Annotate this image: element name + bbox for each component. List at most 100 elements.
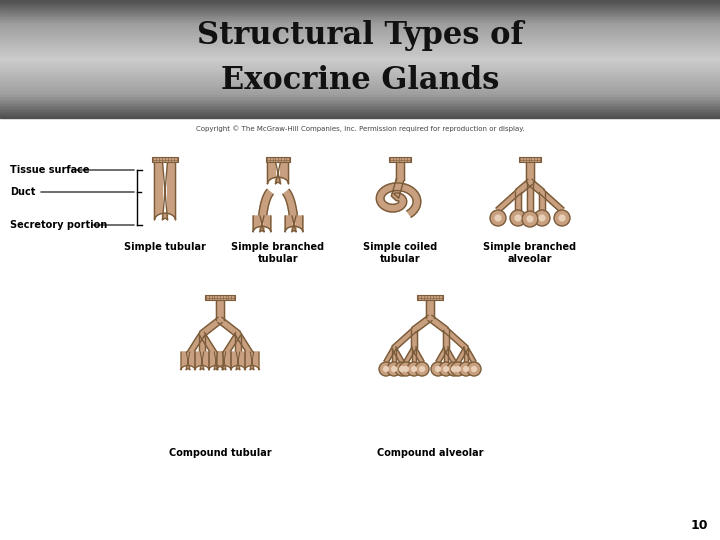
Bar — [0, 117, 720, 118]
Bar — [0, 83, 720, 84]
Circle shape — [395, 362, 409, 376]
Polygon shape — [539, 192, 545, 210]
Text: 10: 10 — [690, 519, 708, 532]
Circle shape — [463, 366, 469, 372]
Circle shape — [419, 366, 425, 372]
Polygon shape — [384, 347, 396, 363]
Polygon shape — [528, 179, 544, 194]
Bar — [519, 157, 541, 162]
Bar — [389, 157, 411, 162]
Bar — [0, 55, 720, 56]
Bar — [0, 87, 720, 89]
Polygon shape — [456, 347, 468, 363]
Bar — [0, 2, 720, 3]
Circle shape — [387, 362, 401, 376]
Bar — [0, 85, 720, 87]
Polygon shape — [195, 352, 209, 370]
Circle shape — [391, 366, 397, 372]
Polygon shape — [516, 179, 532, 194]
Text: Tissue surface: Tissue surface — [10, 165, 89, 175]
Bar — [0, 41, 720, 43]
Circle shape — [522, 211, 538, 227]
Bar — [0, 30, 720, 31]
Polygon shape — [200, 318, 222, 336]
Polygon shape — [218, 318, 240, 336]
Bar — [0, 77, 720, 78]
Polygon shape — [444, 330, 449, 348]
Polygon shape — [217, 352, 231, 370]
Bar — [0, 78, 720, 79]
Polygon shape — [444, 348, 448, 362]
Bar — [0, 47, 720, 49]
Text: Exocrine Glands: Exocrine Glands — [221, 65, 499, 96]
Polygon shape — [392, 328, 416, 350]
Bar — [0, 93, 720, 94]
Bar — [0, 10, 720, 12]
Polygon shape — [222, 333, 240, 357]
Circle shape — [455, 366, 461, 372]
Bar — [0, 16, 720, 18]
Bar — [0, 49, 720, 50]
Bar — [0, 0, 720, 2]
Bar — [0, 105, 720, 106]
Polygon shape — [426, 300, 434, 318]
Bar — [0, 53, 720, 55]
Bar — [0, 113, 720, 115]
Polygon shape — [199, 333, 218, 357]
Polygon shape — [392, 347, 404, 363]
Circle shape — [383, 366, 389, 372]
Bar — [0, 4, 720, 6]
Bar — [0, 106, 720, 107]
Circle shape — [559, 214, 566, 221]
Bar — [0, 31, 720, 32]
Circle shape — [399, 362, 413, 376]
Circle shape — [554, 210, 570, 226]
Circle shape — [490, 210, 506, 226]
Bar — [0, 107, 720, 109]
Text: Structural Types of: Structural Types of — [197, 20, 523, 51]
Circle shape — [514, 214, 521, 221]
Bar — [0, 115, 720, 117]
Bar — [0, 50, 720, 52]
Polygon shape — [496, 190, 520, 212]
Bar — [0, 112, 720, 113]
Circle shape — [459, 362, 473, 376]
Polygon shape — [527, 182, 533, 210]
Circle shape — [451, 362, 465, 376]
Bar — [0, 34, 720, 36]
Text: Duct: Duct — [10, 187, 35, 197]
Text: Simple branched
alveolar: Simple branched alveolar — [483, 242, 577, 264]
Bar — [0, 62, 720, 63]
Circle shape — [435, 366, 441, 372]
Bar — [205, 295, 235, 300]
Circle shape — [403, 366, 409, 372]
Bar — [0, 18, 720, 19]
Bar — [0, 37, 720, 38]
Polygon shape — [516, 192, 521, 210]
Bar — [0, 91, 720, 93]
Bar — [0, 75, 720, 77]
Bar — [0, 8, 720, 9]
Polygon shape — [209, 352, 223, 370]
Circle shape — [447, 362, 461, 376]
Bar — [0, 32, 720, 34]
Bar — [0, 69, 720, 71]
Polygon shape — [412, 347, 424, 363]
Bar — [0, 79, 720, 81]
Circle shape — [539, 214, 546, 221]
Bar — [0, 28, 720, 30]
Bar — [0, 90, 720, 91]
Polygon shape — [540, 190, 564, 212]
Bar — [0, 111, 720, 112]
Circle shape — [399, 366, 405, 372]
Bar — [0, 25, 720, 26]
Polygon shape — [235, 334, 241, 356]
Text: Compound alveolar: Compound alveolar — [377, 448, 483, 458]
Bar — [0, 81, 720, 83]
Circle shape — [467, 362, 481, 376]
Bar — [0, 96, 720, 97]
Bar — [0, 84, 720, 85]
Text: Compound tubular: Compound tubular — [168, 448, 271, 458]
Circle shape — [451, 366, 457, 372]
Polygon shape — [186, 333, 204, 357]
